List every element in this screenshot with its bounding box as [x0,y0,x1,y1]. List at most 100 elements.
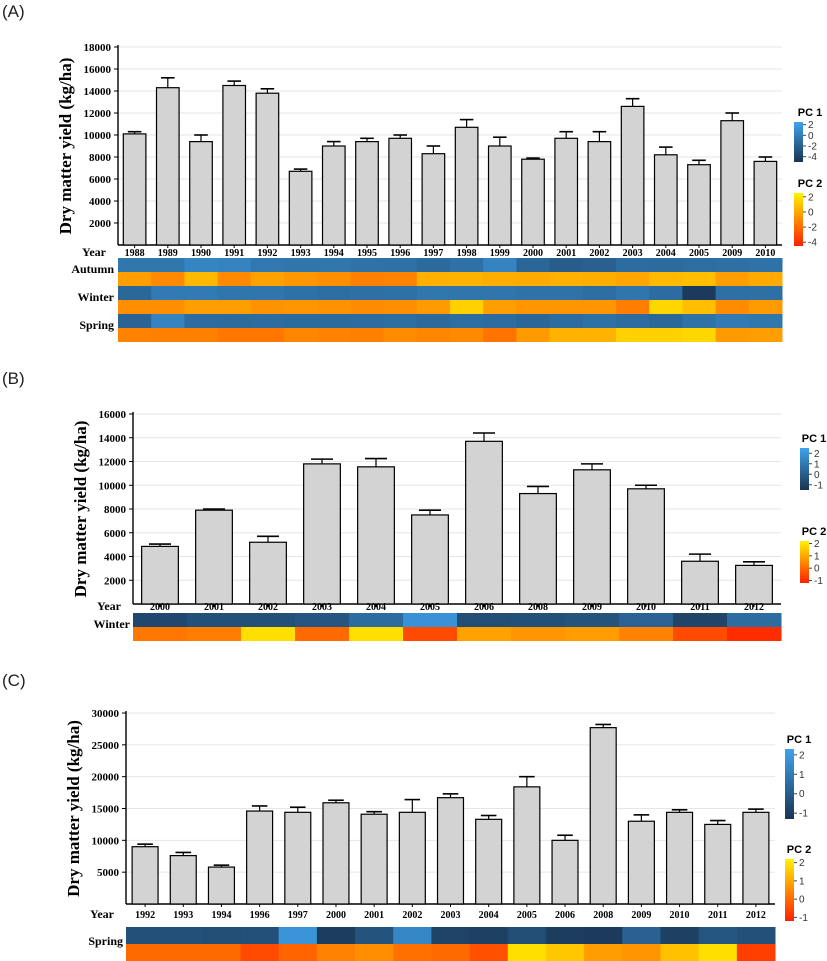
legend-tick-label: -4 [808,238,817,249]
x-tick-label: 2004 [656,248,676,259]
bar-2011 [704,823,732,905]
heat-pc1-winter-1996 [383,286,418,300]
heat-pc1-spring-2004 [469,927,509,944]
heat-pc2-autumn-1994 [317,272,351,286]
legend-tick-label: 0 [799,789,805,800]
x-tick-label: 1994 [324,248,344,259]
x-tick-label: 2001 [204,602,224,613]
legend-tick-label: -1 [799,913,808,924]
heat-pc1-spring-1990 [184,314,219,328]
x-tick-label: 2000 [326,910,346,921]
heat-pc2-winter-1993 [284,300,318,314]
heat-pc2-autumn-1995 [350,272,385,286]
heat-pc2-autumn-2010 [748,272,783,286]
heat-pc2-winter-1994 [317,300,351,314]
heat-pc1-spring-2003 [431,927,471,944]
y-axis-title: Dry matter yield (kg/ha) [71,421,90,598]
heat-pc1-autumn-2000 [516,258,551,272]
heat-pc2-spring-1993 [164,944,203,961]
heat-pc2-winter-1989 [151,300,185,314]
x-axis-title: Year [82,245,107,259]
heat-pc1-autumn-2002 [582,258,617,272]
x-tick-label: 2009 [722,248,742,259]
x-tick-label: 1996 [390,248,410,259]
heat-pc2-spring-2001 [549,328,584,342]
x-tick-label: 1999 [490,248,510,259]
heat-pc1-autumn-1993 [284,258,318,272]
heat-pc1-autumn-2004 [649,258,683,272]
bar-2000 [521,158,545,246]
heat-pc1-autumn-1998 [450,258,484,272]
heat-pc2-winter-2008 [511,627,566,641]
legend-colorbar-pc2 [794,193,803,246]
bar-2004 [475,818,503,905]
x-tick-label: 1997 [288,910,308,921]
heat-pc2-spring-2002 [582,328,617,342]
legend-tick-label: 2 [799,858,805,869]
heat-pc2-spring-1995 [350,328,385,342]
heat-pc2-spring-1989 [151,328,185,342]
heat-pc2-winter-2010 [619,627,674,641]
x-tick-label: 2010 [670,910,690,921]
bar-1997 [284,811,312,905]
bar-2010 [753,160,778,246]
bar-1999 [487,145,512,246]
legend-colorbar-pc1 [800,448,809,490]
heat-pc1-spring-2000 [316,927,356,944]
heat-pc2-autumn-2003 [616,272,650,286]
heat-pc2-spring-2000 [516,328,551,342]
heat-pc2-winter-1998 [450,300,484,314]
heat-pc2-winter-2002 [582,300,617,314]
heat-pc1-winter-1991 [217,286,252,300]
heat-pc2-winter-1995 [350,300,385,314]
heat-pc1-winter-2005 [403,613,458,627]
bar-2009 [720,120,745,246]
legend-tick-label: -2 [808,223,817,234]
heat-pc2-winter-1991 [217,300,252,314]
heat-pc2-autumn-1999 [483,272,517,286]
heat-pc1-autumn-2005 [682,258,717,272]
bar-1990 [189,141,213,246]
x-tick-label: 2008 [528,602,548,613]
y-tick-label: 30000 [92,708,120,720]
heat-pc2-spring-2008 [584,944,623,961]
heat-pc2-spring-2005 [507,944,547,961]
x-tick-label: 1993 [291,248,311,259]
bar-2002 [587,141,612,246]
heat-pc2-spring-1994 [317,328,351,342]
y-tick-label: 20000 [92,772,120,784]
heat-pc1-spring-2003 [616,314,650,328]
heat-pc2-winter-2010 [748,300,783,314]
heat-pc2-winter-2000 [133,627,188,641]
x-tick-label: 2006 [474,602,494,613]
heat-pc1-winter-2002 [582,286,617,300]
y-tick-label: 14000 [99,433,127,445]
season-label: Winter [78,290,115,304]
heat-pc1-winter-2011 [673,613,728,627]
bar-1995 [355,141,379,246]
heat-pc1-spring-1997 [278,927,318,944]
heat-pc2-spring-1999 [483,328,517,342]
panel-tag: (A) [2,2,25,21]
heat-pc1-spring-2001 [355,927,394,944]
heat-pc1-winter-1995 [350,286,385,300]
heat-pc2-spring-2010 [660,944,700,961]
heat-pc1-winter-2012 [727,613,782,627]
heat-pc1-autumn-2001 [549,258,584,272]
heat-pc2-winter-1988 [118,300,152,314]
x-tick-label: 2009 [631,910,651,921]
heat-pc1-autumn-2010 [748,258,783,272]
heat-pc1-spring-2006 [545,927,585,944]
heat-pc2-spring-2012 [736,944,776,961]
x-tick-label: 1997 [423,248,443,259]
bar-2002 [398,811,426,905]
bar-2012 [735,564,773,605]
heat-pc2-autumn-2004 [649,272,683,286]
heat-pc1-winter-1993 [284,286,318,300]
bar-2006 [465,440,503,605]
heat-pc1-spring-1993 [284,314,318,328]
bar-1994 [207,866,236,905]
heat-pc1-winter-2003 [295,613,350,627]
